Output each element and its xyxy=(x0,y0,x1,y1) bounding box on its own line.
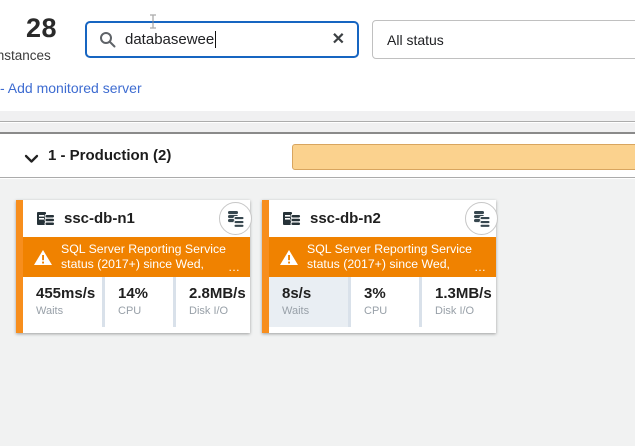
metric-value: 3% xyxy=(364,285,386,302)
alert-ellipsis[interactable]: … xyxy=(474,260,487,274)
chevron-down-icon[interactable] xyxy=(24,151,39,169)
metrics-row: 455ms/s Waits 14% CPU 2.8MB/s Disk I/O xyxy=(23,277,250,327)
metric-separator xyxy=(173,277,176,327)
add-monitored-server-link[interactable]: - Add monitored server xyxy=(0,80,142,96)
alert-text: SQL Server Reporting Service status (2017… xyxy=(307,242,472,271)
warning-triangle-icon xyxy=(280,249,298,265)
metrics-row: 8s/s Waits 3% CPU 1.3MB/s Disk I/O xyxy=(269,277,496,327)
metric-label: Waits xyxy=(36,305,64,317)
card-header: ssc-db-n1 xyxy=(23,200,252,237)
status-filter-value: All status xyxy=(387,31,444,48)
server-name[interactable]: ssc-db-n1 xyxy=(64,210,135,227)
server-database-icon xyxy=(283,210,301,227)
alert-banner[interactable]: SQL Server Reporting Service status (2017… xyxy=(23,237,250,277)
divider-strip-lower xyxy=(0,123,635,134)
clear-search-icon[interactable]: ✕ xyxy=(331,30,345,48)
status-filter-dropdown[interactable]: All status xyxy=(372,20,635,59)
divider-strip-upper xyxy=(0,111,635,122)
metric-disk-io[interactable]: 1.3MB/s Disk I/O xyxy=(422,277,496,327)
metric-disk-io[interactable]: 2.8MB/s Disk I/O xyxy=(176,277,250,327)
group-header-production[interactable]: 1 - Production (2) xyxy=(0,136,635,178)
cluster-badge-button[interactable] xyxy=(219,202,252,235)
metric-cpu[interactable]: 14% CPU xyxy=(105,277,173,327)
metric-label: CPU xyxy=(118,305,142,317)
alert-banner[interactable]: SQL Server Reporting Service status (2017… xyxy=(269,237,496,277)
metric-value: 1.3MB/s xyxy=(435,285,492,302)
server-name[interactable]: ssc-db-n2 xyxy=(310,210,381,227)
database-cluster-icon xyxy=(473,211,490,228)
database-cluster-icon xyxy=(227,211,244,228)
alert-ellipsis[interactable]: … xyxy=(228,260,241,274)
metric-value: 2.8MB/s xyxy=(189,285,246,302)
server-card-ssc-db-n1[interactable]: ssc-db-n1 SQL Server Reporting Service st… xyxy=(16,200,252,333)
metric-separator xyxy=(348,277,351,327)
top-bar: 28 Instances databasewee ✕ All status - … xyxy=(0,0,635,111)
instance-count-label: Instances xyxy=(0,48,51,63)
group-title: 1 - Production (2) xyxy=(48,147,172,164)
cluster-badge-button[interactable] xyxy=(465,202,498,235)
text-caret xyxy=(215,31,217,48)
instance-count: 28 xyxy=(26,13,58,43)
metric-waits[interactable]: 8s/s Waits xyxy=(269,277,348,327)
search-input[interactable]: databasewee ✕ xyxy=(85,21,359,58)
metric-value: 8s/s xyxy=(282,285,312,302)
group-highlight-bar xyxy=(292,144,635,170)
server-database-icon xyxy=(37,210,55,227)
metric-waits[interactable]: 455ms/s Waits xyxy=(23,277,102,327)
metric-label: Waits xyxy=(282,305,310,317)
metric-separator xyxy=(102,277,105,327)
search-input-value[interactable]: databasewee xyxy=(125,31,215,48)
warning-triangle-icon xyxy=(34,249,52,265)
search-icon xyxy=(99,31,116,48)
metric-label: Disk I/O xyxy=(189,305,229,317)
metric-cpu[interactable]: 3% CPU xyxy=(351,277,419,327)
card-header: ssc-db-n2 xyxy=(269,200,498,237)
server-card-ssc-db-n2[interactable]: ssc-db-n2 SQL Server Reporting Service st… xyxy=(262,200,498,333)
metric-value: 455ms/s xyxy=(36,285,96,302)
metric-separator xyxy=(419,277,422,327)
alert-text: SQL Server Reporting Service status (2017… xyxy=(61,242,226,271)
metric-label: Disk I/O xyxy=(435,305,475,317)
metric-label: CPU xyxy=(364,305,388,317)
metric-value: 14% xyxy=(118,285,149,302)
mouse-ibeam-cursor xyxy=(149,14,157,34)
